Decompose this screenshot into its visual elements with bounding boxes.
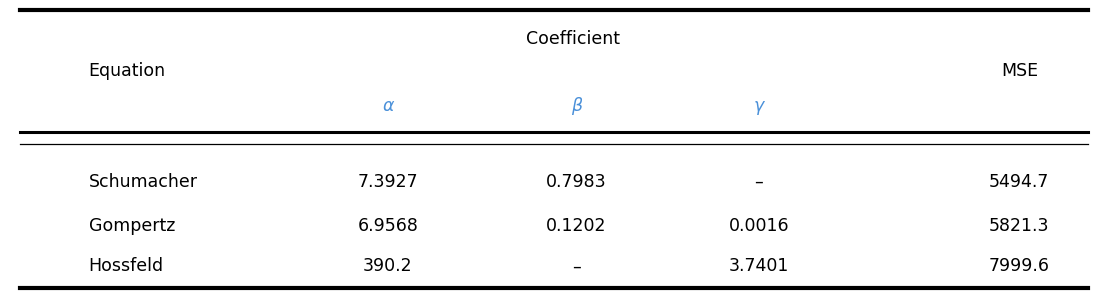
Text: 0.7983: 0.7983: [546, 173, 606, 191]
Text: α: α: [382, 97, 393, 115]
Text: –: –: [572, 257, 581, 275]
Text: Coefficient: Coefficient: [526, 30, 620, 48]
Text: 0.0016: 0.0016: [729, 217, 789, 235]
Text: 6.9568: 6.9568: [358, 217, 418, 235]
Text: Hossfeld: Hossfeld: [89, 257, 164, 275]
Text: Schumacher: Schumacher: [89, 173, 197, 191]
Text: 7999.6: 7999.6: [988, 257, 1050, 275]
Text: β: β: [571, 97, 582, 115]
Text: 390.2: 390.2: [363, 257, 412, 275]
Text: 0.1202: 0.1202: [546, 217, 606, 235]
Text: 5494.7: 5494.7: [989, 173, 1049, 191]
Text: –: –: [755, 173, 763, 191]
Text: 5821.3: 5821.3: [989, 217, 1049, 235]
Text: γ: γ: [753, 97, 765, 115]
Text: MSE: MSE: [1001, 62, 1038, 80]
Text: Equation: Equation: [89, 62, 166, 80]
Text: 7.3927: 7.3927: [358, 173, 418, 191]
Text: 3.7401: 3.7401: [729, 257, 789, 275]
Text: Gompertz: Gompertz: [89, 217, 175, 235]
